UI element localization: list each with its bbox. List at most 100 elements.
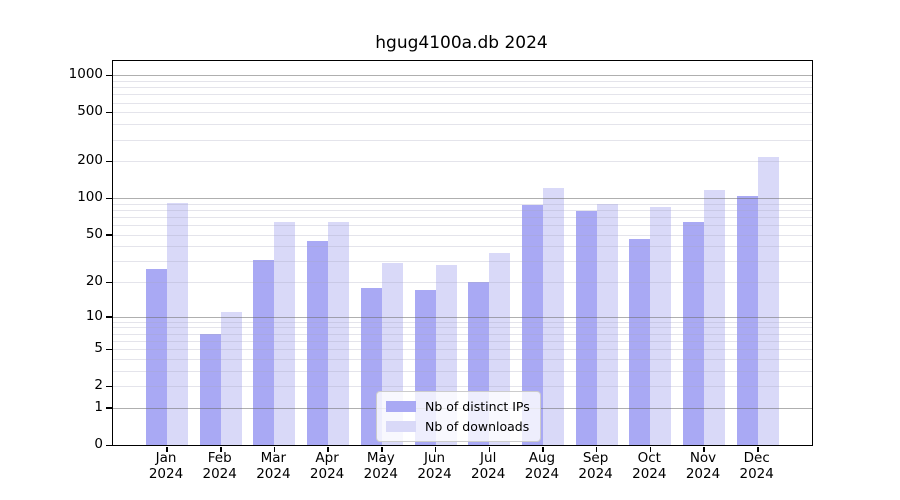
x-tick-label-month: Jan xyxy=(155,450,177,466)
gridline-major xyxy=(113,75,812,77)
x-tick-label: Mar 2024 xyxy=(237,450,309,482)
legend-label: Nb of downloads xyxy=(425,419,530,434)
y-tick xyxy=(105,160,112,163)
plot-area: Nb of distinct IPs Nb of downloads xyxy=(105,60,813,452)
gridline-minor xyxy=(113,94,812,96)
bar-downloads xyxy=(167,203,188,445)
x-tick-label: Jun 2024 xyxy=(399,450,471,482)
chart-title: hgug4100a.db 2024 xyxy=(375,33,548,53)
gridline-minor xyxy=(113,112,812,114)
x-tick-label: Aug 2024 xyxy=(506,450,578,482)
x-tick-label-year: 2024 xyxy=(632,465,667,482)
x-tick xyxy=(434,446,437,452)
bar-distinct-ips xyxy=(253,259,275,445)
x-tick-label-year: 2024 xyxy=(739,465,774,482)
x-tick-label-month: Mar xyxy=(260,450,287,466)
x-tick xyxy=(488,446,490,452)
y-tick xyxy=(105,197,112,200)
x-tick-label-month: Nov xyxy=(689,450,717,466)
legend-swatch xyxy=(386,401,416,412)
x-tick xyxy=(220,446,222,452)
bar-downloads xyxy=(542,188,564,445)
x-tick xyxy=(595,446,598,452)
x-tick xyxy=(649,446,651,452)
y-tick-label: 5 xyxy=(94,340,103,357)
gridline-minor xyxy=(113,87,812,89)
x-tick-label-year: 2024 xyxy=(148,465,184,482)
x-tick xyxy=(327,446,329,452)
legend-row: Nb of downloads xyxy=(386,419,530,434)
x-tick-label: Apr 2024 xyxy=(291,450,363,482)
bar-distinct-ips xyxy=(199,333,221,445)
x-tick-label-year: 2024 xyxy=(363,465,398,482)
x-tick-label-month: Oct xyxy=(637,450,661,466)
x-tick-label: Jul 2024 xyxy=(452,450,524,482)
y-tick-label: 0 xyxy=(94,436,103,452)
bar-downloads xyxy=(220,312,242,445)
gridline-minor xyxy=(113,102,812,104)
x-tick-label-month: Jun xyxy=(423,450,446,466)
bar-distinct-ips xyxy=(683,221,704,445)
x-tick-label-year: 2024 xyxy=(417,465,452,482)
x-tick-label-month: Feb xyxy=(207,450,232,466)
y-tick-label: 100 xyxy=(77,189,103,206)
bar-distinct-ips xyxy=(575,210,597,445)
x-tick-label-month: Apr xyxy=(315,450,339,466)
y-tick xyxy=(105,234,112,236)
x-tick-label-month: May xyxy=(366,450,395,466)
gridline-minor xyxy=(113,139,812,141)
y-tick-label: 50 xyxy=(85,225,103,242)
legend-swatch xyxy=(386,421,416,432)
y-tick-label: 10 xyxy=(85,307,103,324)
y-tick xyxy=(105,281,112,284)
x-tick-label-month: Sep xyxy=(582,450,609,466)
x-tick-label-year: 2024 xyxy=(202,465,237,482)
x-tick-label-month: Aug xyxy=(528,450,556,466)
y-tick-label: 1000 xyxy=(68,66,103,83)
x-tick xyxy=(757,446,759,452)
gridline-minor xyxy=(113,124,812,126)
bar-distinct-ips xyxy=(146,268,167,445)
x-tick-label: Jan 2024 xyxy=(130,450,202,482)
y-tick xyxy=(105,74,112,77)
x-tick xyxy=(273,446,276,452)
y-tick xyxy=(105,348,112,351)
x-tick-label: Sep 2024 xyxy=(560,450,632,482)
x-tick-label-year: 2024 xyxy=(256,465,291,482)
bar-downloads xyxy=(757,157,779,445)
x-tick-label-year: 2024 xyxy=(578,465,613,482)
bar-downloads xyxy=(274,221,296,445)
x-tick xyxy=(166,446,168,452)
y-tick xyxy=(105,385,112,388)
x-tick-label-month: Jul xyxy=(480,450,497,466)
x-tick-label-month: Dec xyxy=(743,450,770,466)
x-tick-label-year: 2024 xyxy=(524,465,560,482)
bar-distinct-ips xyxy=(629,239,651,445)
bar-distinct-ips xyxy=(736,196,758,445)
y-tick xyxy=(105,111,112,114)
y-tick xyxy=(105,316,112,318)
y-tick-label: 2 xyxy=(94,377,103,394)
legend-row: Nb of distinct IPs xyxy=(386,399,530,414)
x-tick-label: Oct 2024 xyxy=(613,450,685,482)
x-tick-label-year: 2024 xyxy=(685,465,721,482)
legend: Nb of distinct IPs Nb of downloads xyxy=(376,391,541,442)
x-tick xyxy=(542,446,544,452)
bar-downloads xyxy=(328,221,350,445)
x-tick-label-year: 2024 xyxy=(471,465,506,482)
x-tick-label: Nov 2024 xyxy=(667,450,739,482)
legend-label: Nb of distinct IPs xyxy=(425,399,530,414)
y-tick-label: 1 xyxy=(94,398,103,415)
x-tick-label: Feb 2024 xyxy=(184,450,256,482)
y-tick-label: 500 xyxy=(77,103,103,120)
x-tick-label: May 2024 xyxy=(345,450,417,482)
x-tick xyxy=(703,446,705,452)
y-tick xyxy=(105,444,112,446)
bar-distinct-ips xyxy=(521,204,543,445)
bar-downloads xyxy=(596,204,618,445)
gridline-minor xyxy=(113,81,812,82)
bar-distinct-ips xyxy=(307,241,329,445)
x-tick-label-year: 2024 xyxy=(309,465,345,482)
gridline-minor xyxy=(113,161,812,163)
